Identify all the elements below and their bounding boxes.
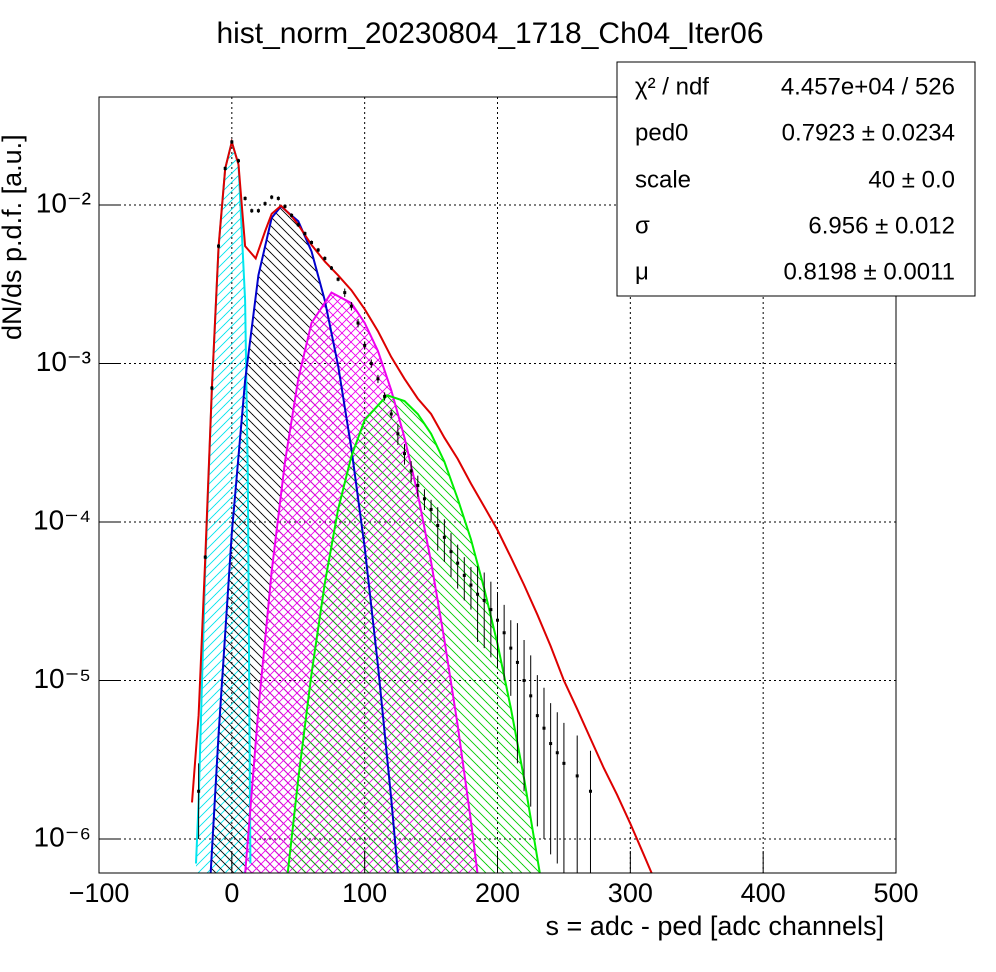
data-point — [363, 343, 367, 347]
data-point — [416, 483, 420, 487]
data-point — [502, 631, 506, 635]
data-point — [276, 196, 280, 200]
data-point — [462, 573, 466, 577]
stats-value: 4.457e+04 / 526 — [781, 73, 955, 100]
y-tick-label: 10⁻⁵ — [33, 663, 91, 694]
y-tick-label: 10⁻³ — [36, 346, 91, 377]
data-point — [515, 660, 519, 664]
x-axis-label: s = adc - ped [adc channels] — [546, 911, 884, 941]
data-point — [482, 598, 486, 602]
stats-label: μ — [635, 258, 649, 285]
data-point — [469, 583, 473, 587]
x-tick-label: 200 — [475, 878, 520, 908]
data-point — [303, 232, 307, 236]
data-point — [588, 789, 592, 793]
data-point — [429, 507, 433, 511]
stats-label: scale — [635, 166, 691, 193]
data-point — [283, 204, 287, 208]
data-point — [356, 321, 360, 325]
x-tick-label: 400 — [741, 878, 786, 908]
x-tick-label: −100 — [69, 878, 130, 908]
stats-value: 40 ± 0.0 — [868, 166, 955, 193]
data-point — [323, 256, 327, 260]
stats-label: σ — [635, 212, 650, 239]
stats-box: χ² / ndf 4.457e+04 / 526 ped0 0.7923 ± 0.02… — [616, 61, 976, 297]
y-tick-label: 10⁻⁴ — [33, 504, 91, 535]
data-point — [256, 209, 260, 213]
data-point — [236, 159, 240, 163]
x-tick-label: 300 — [608, 878, 653, 908]
data-point — [562, 761, 566, 765]
data-point — [243, 196, 247, 200]
data-point — [436, 524, 440, 528]
stats-label: ped0 — [635, 119, 688, 146]
stats-value: 6.956 ± 0.012 — [808, 212, 955, 239]
data-point — [343, 291, 347, 295]
data-point — [296, 223, 300, 227]
data-point — [529, 694, 533, 698]
data-point — [575, 774, 579, 778]
axes: −100 0 100 200 300 400 500 10⁻⁶ 10⁻⁵ 10⁻⁴ 10⁻³ 10⁻² — [33, 187, 919, 908]
data-point — [555, 751, 559, 755]
data-point — [476, 592, 480, 596]
x-tick-label: 0 — [224, 878, 239, 908]
component-curve — [244, 291, 479, 873]
stats-value: 0.8198 ± 0.0011 — [783, 258, 955, 285]
component-area — [287, 395, 540, 873]
y-axis-label: dN/ds p.d.f. [a.u.] — [0, 134, 27, 340]
data-point — [409, 469, 413, 473]
plot-area — [191, 138, 653, 873]
x-tick-label: 500 — [873, 878, 918, 908]
data-point — [542, 726, 546, 730]
data-point — [210, 386, 214, 390]
x-tick-label: 100 — [342, 878, 387, 908]
data-point — [349, 304, 353, 308]
data-point — [509, 646, 513, 650]
stats-label: χ² / ndf — [635, 73, 709, 100]
data-point — [422, 497, 426, 501]
data-point — [403, 452, 407, 456]
chart-title: hist_norm_20230804_1718_Ch04_Iter06 — [216, 17, 763, 50]
data-point — [522, 678, 526, 682]
data-point — [442, 535, 446, 539]
data-point — [250, 209, 254, 213]
y-tick-label: 10⁻⁶ — [34, 821, 91, 852]
data-point — [223, 166, 227, 170]
data-point — [217, 244, 221, 248]
data-point — [230, 140, 234, 144]
data-point — [376, 377, 380, 381]
data-point — [396, 432, 400, 436]
data-point — [290, 213, 294, 217]
data-point — [203, 555, 207, 559]
stats-value: 0.7923 ± 0.0234 — [782, 119, 955, 146]
data-point — [310, 240, 314, 244]
data-point — [549, 742, 553, 746]
data-point — [489, 608, 493, 612]
data-point — [369, 361, 373, 365]
data-point — [316, 248, 320, 252]
data-point — [389, 412, 393, 416]
stats-frame — [616, 61, 976, 297]
data-point — [383, 394, 387, 398]
data-point — [329, 266, 333, 270]
data-point — [263, 202, 267, 206]
data-point — [270, 195, 274, 199]
data-point — [496, 618, 499, 622]
data-point — [197, 789, 201, 793]
data-point — [449, 550, 453, 554]
data-point — [535, 714, 539, 718]
data-point — [336, 277, 340, 281]
data-point — [456, 561, 460, 565]
y-tick-label: 10⁻² — [36, 187, 91, 218]
